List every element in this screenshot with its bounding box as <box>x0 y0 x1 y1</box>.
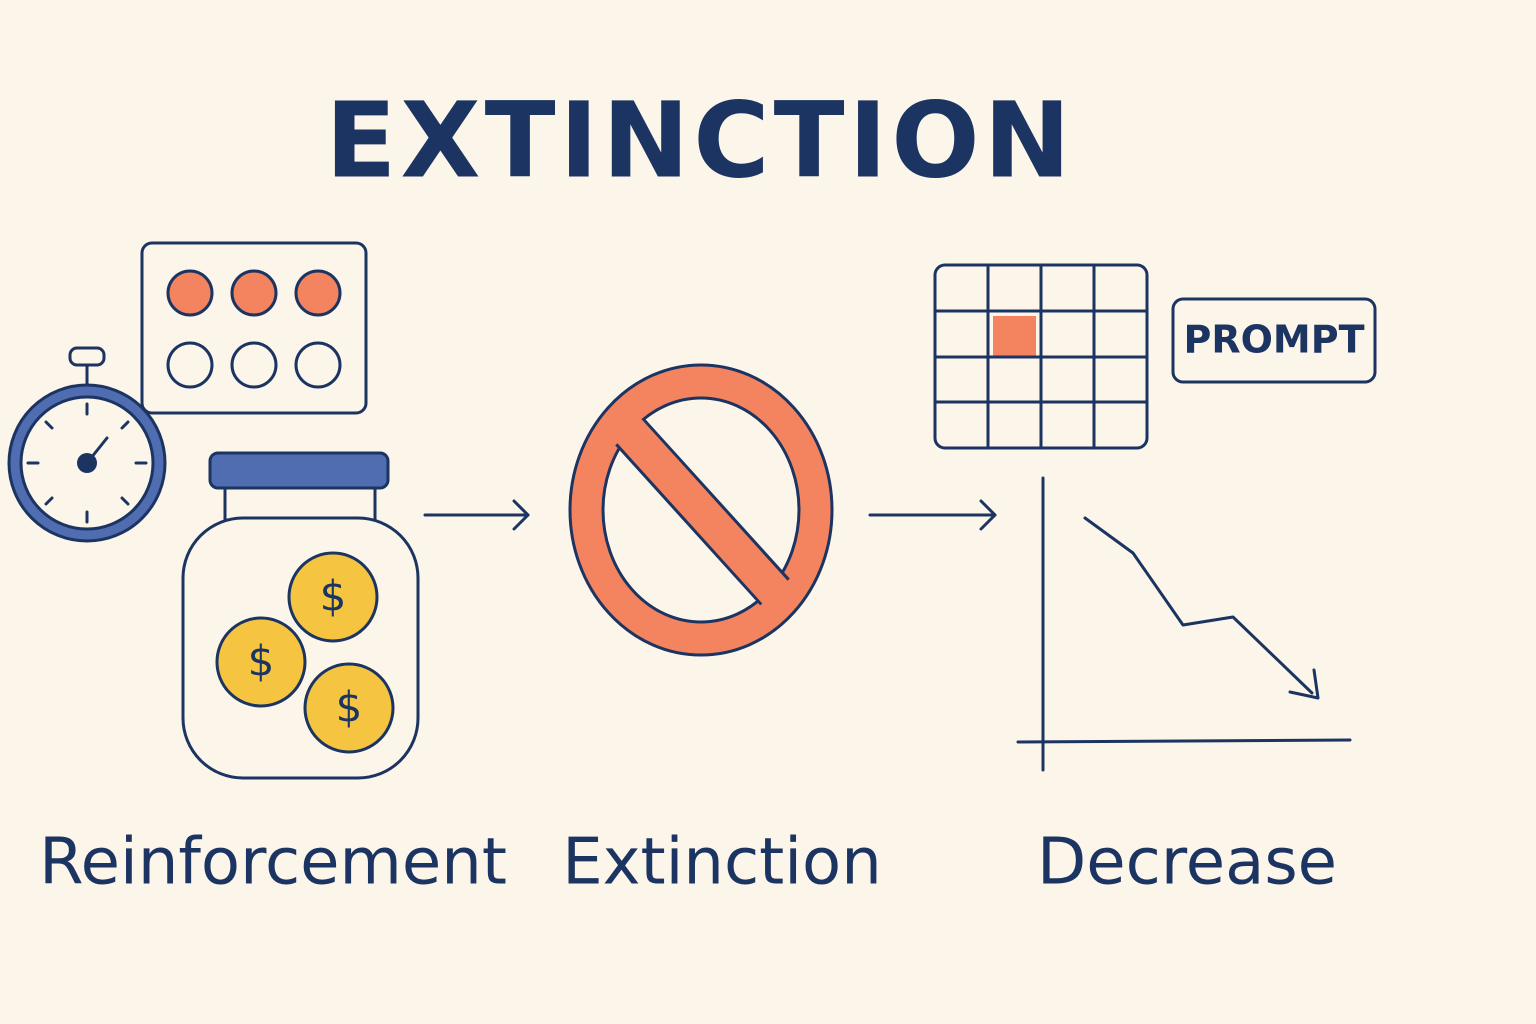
stopwatch <box>7 346 167 543</box>
stage-label: Reinforcement <box>39 826 507 900</box>
title: EXTINCTION <box>325 79 1074 201</box>
coin-symbol: $ <box>320 572 347 621</box>
prompt-box <box>1171 297 1377 384</box>
calendar-grid <box>933 263 1149 450</box>
coin-symbol: $ <box>248 637 275 686</box>
prompt-label: PROMPT <box>1183 318 1364 362</box>
arrow <box>868 499 997 531</box>
arrow <box>423 499 530 531</box>
decrease-graph <box>1016 476 1352 772</box>
stage-label: Extinction <box>562 826 882 900</box>
token-board <box>140 241 368 415</box>
no-sign <box>568 363 834 657</box>
stage-label: Decrease <box>1037 826 1337 900</box>
coin-jar: $ $ $ <box>181 451 420 780</box>
coin-symbol: $ <box>336 683 363 732</box>
